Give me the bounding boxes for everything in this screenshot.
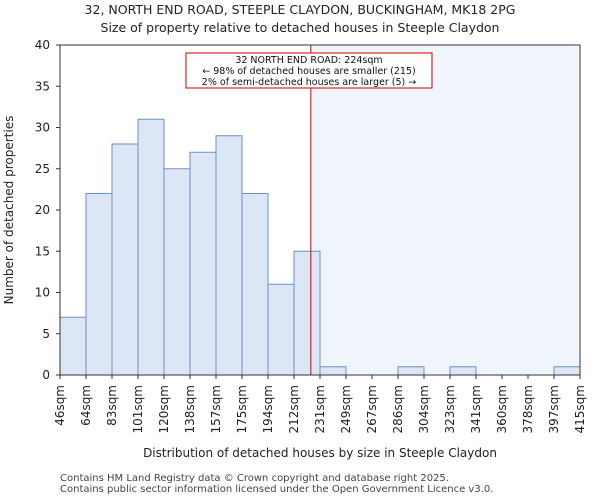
axes-group: 0 5 10 15 20 25 30 35 40 46sqm 64sqm 83sqm 101sqm 120…	[35, 38, 587, 433]
x-tick-label: 83sqm	[105, 385, 119, 426]
footer-line-1: Contains HM Land Registry data © Crown c…	[60, 473, 449, 484]
x-tick-label: 64sqm	[79, 385, 93, 426]
annotation-line-1: 32 NORTH END ROAD: 224sqm	[235, 55, 382, 66]
x-tick-label: 323sqm	[443, 385, 457, 433]
y-tick-label: 15	[35, 244, 50, 258]
y-tick-label: 40	[35, 38, 50, 52]
annotation-box: 32 NORTH END ROAD: 224sqm ← 98% of detac…	[185, 52, 433, 89]
y-tick-label: 0	[42, 368, 50, 382]
chart-title: 32, NORTH END ROAD, STEEPLE CLAYDON, BUC…	[84, 2, 516, 17]
y-tick-label: 20	[35, 203, 50, 217]
x-tick-label: 341sqm	[469, 385, 483, 433]
y-tick-label: 5	[42, 327, 50, 341]
x-tick-label: 397sqm	[547, 385, 561, 433]
bar-323sqm	[449, 366, 477, 376]
x-tick-label: 360sqm	[495, 385, 509, 433]
annotation-border	[185, 52, 433, 89]
x-tick-label: 267sqm	[365, 385, 379, 433]
histogram-plot: 0 5 10 15 20 25 30 35 40 46sqm 64sqm 83sqm 101sqm 120…	[2, 38, 587, 460]
bar-64sqm	[85, 193, 113, 376]
footer-line-2: Contains public sector information licen…	[60, 484, 494, 495]
x-tick-label: 304sqm	[417, 385, 431, 433]
y-tick-label: 35	[35, 79, 50, 93]
x-tick-label: 120sqm	[157, 385, 171, 433]
y-tick-label: 25	[35, 162, 50, 176]
bar-397sqm	[553, 366, 581, 376]
x-axis-label: Distribution of detached houses by size …	[143, 446, 497, 460]
x-tick-label: 249sqm	[339, 385, 353, 433]
chart-subtitle: Size of property relative to detached ho…	[100, 20, 500, 35]
y-tick-label: 30	[35, 121, 50, 135]
y-tick-label: 10	[35, 286, 50, 300]
x-tick-label: 157sqm	[209, 385, 223, 433]
bar-120sqm	[163, 168, 191, 376]
bar-212sqm	[293, 250, 321, 376]
bar-138sqm	[189, 151, 217, 376]
bar-286sqm	[397, 366, 425, 376]
x-tick-label: 378sqm	[521, 385, 535, 433]
bar-46sqm	[59, 316, 87, 376]
x-tick-label: 212sqm	[287, 385, 301, 433]
bar-83sqm	[111, 143, 139, 376]
bar-157sqm	[215, 135, 243, 376]
x-tick-label: 194sqm	[261, 385, 275, 433]
x-tick-label: 101sqm	[131, 385, 145, 433]
x-tick-label: 46sqm	[53, 385, 67, 426]
bar-194sqm	[267, 283, 295, 376]
bar-175sqm	[241, 193, 269, 376]
x-tick-label: 415sqm	[573, 385, 587, 433]
right-shade-region	[310, 45, 580, 375]
y-axis-label: Number of detached properties	[2, 116, 16, 305]
x-tick-label: 231sqm	[313, 385, 327, 433]
annotation-line-3: 2% of semi-detached houses are larger (5…	[202, 77, 416, 88]
bar-231sqm	[319, 366, 347, 376]
bar-101sqm	[137, 118, 165, 376]
x-tick-label: 175sqm	[235, 385, 249, 433]
x-tick-label: 286sqm	[391, 385, 405, 433]
x-tick-label: 138sqm	[183, 385, 197, 433]
bars-group	[59, 118, 581, 376]
annotation-line-2: ← 98% of detached houses are smaller (21…	[202, 66, 415, 77]
